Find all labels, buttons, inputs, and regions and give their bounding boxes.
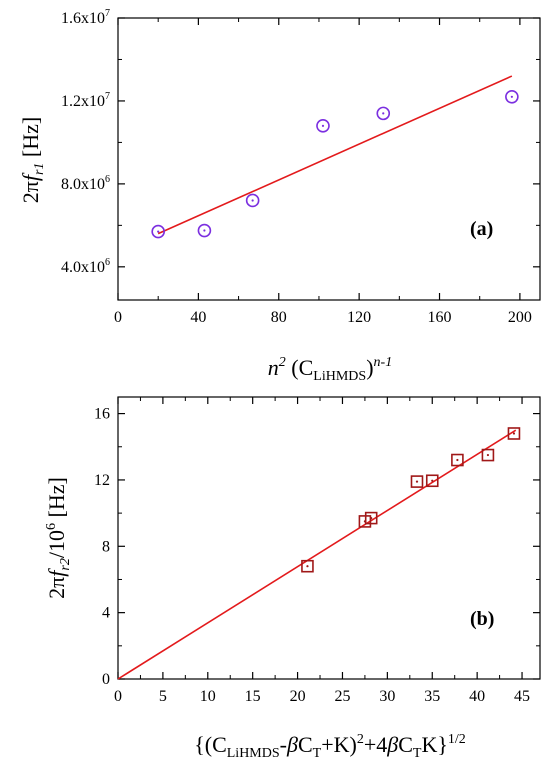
data-point bbox=[364, 511, 378, 525]
panel-b-fit-line bbox=[117, 429, 517, 680]
data-point bbox=[197, 223, 212, 238]
panel-a-tag: (a) bbox=[470, 218, 493, 240]
panel-a-fit-line bbox=[157, 75, 513, 235]
x-tick-label: 200 bbox=[508, 309, 532, 326]
panel-b-x-axis-title: {(CLiHMDS-βCT+K)2+4βCTK}1/2 bbox=[194, 732, 466, 761]
y-tick-label: 8 bbox=[102, 538, 110, 555]
x-tick-label: 10 bbox=[200, 688, 216, 705]
x-tick-label: 35 bbox=[424, 688, 440, 705]
panel-b-ticks bbox=[117, 397, 540, 680]
panel-b: 0 4 8 12 16 0 5 10 15 20 25 30 35 40 45 (b) 2πfr2/106… bbox=[44, 396, 541, 761]
data-point bbox=[245, 193, 260, 208]
data-point bbox=[410, 475, 424, 488]
x-tick-label: 15 bbox=[245, 688, 261, 705]
y-tick-label: 16 bbox=[94, 406, 110, 423]
data-point bbox=[316, 119, 330, 133]
panel-b-frame bbox=[117, 396, 541, 680]
x-tick-label: 120 bbox=[347, 309, 371, 326]
panel-a-data-points bbox=[151, 89, 519, 239]
data-point bbox=[376, 106, 391, 121]
y-tick-label: 0 bbox=[102, 671, 110, 688]
x-tick-label: 25 bbox=[334, 688, 350, 705]
data-point bbox=[301, 559, 314, 573]
x-tick-label: 45 bbox=[514, 688, 530, 705]
panel-a-x-axis-title: n2 (CLiHMDS)n-1 bbox=[268, 355, 392, 384]
x-tick-label: 40 bbox=[469, 688, 485, 705]
panel-a-y-tick-labels: 4.0x106 8.0x106 1.2x107 1.6x107 bbox=[61, 8, 110, 276]
x-tick-label: 30 bbox=[379, 688, 395, 705]
data-point bbox=[151, 224, 165, 239]
data-point bbox=[425, 474, 439, 488]
x-tick-label: 80 bbox=[271, 309, 287, 326]
panel-a-y-axis-title: 2πfr1 [Hz] bbox=[18, 117, 47, 204]
x-tick-label: 5 bbox=[159, 688, 167, 705]
data-point bbox=[505, 89, 519, 104]
panel-b-y-axis-title: 2πfr2/106 [Hz] bbox=[44, 477, 73, 599]
y-tick-label: 1.6x107 bbox=[61, 8, 110, 27]
data-point bbox=[451, 453, 464, 467]
x-tick-label: 0 bbox=[114, 309, 122, 326]
y-tick-label: 4 bbox=[102, 605, 110, 622]
panel-a-frame bbox=[117, 17, 541, 301]
y-tick-label: 12 bbox=[94, 472, 110, 489]
x-tick-label: 0 bbox=[114, 688, 122, 705]
x-tick-label: 20 bbox=[290, 688, 306, 705]
y-tick-label: 4.0x106 bbox=[61, 257, 110, 276]
x-tick-label: 40 bbox=[190, 309, 206, 326]
panel-b-data-points bbox=[301, 427, 521, 573]
data-point bbox=[481, 448, 495, 462]
panel-a: 4.0x106 8.0x106 1.2x107 1.6x107 0 40 80 120 160… bbox=[18, 8, 541, 384]
data-point bbox=[507, 427, 521, 440]
x-tick-label: 160 bbox=[428, 309, 452, 326]
panel-a-ticks bbox=[117, 17, 540, 300]
panel-a-x-tick-labels: 0 40 80 120 160 200 bbox=[114, 309, 532, 326]
y-tick-label: 1.2x107 bbox=[61, 91, 110, 110]
panel-b-x-tick-labels: 0 5 10 15 20 25 30 35 40 45 bbox=[114, 688, 530, 705]
y-tick-label: 8.0x106 bbox=[61, 174, 110, 193]
panel-b-y-tick-labels: 0 4 8 12 16 bbox=[94, 406, 110, 688]
panel-b-tag: (b) bbox=[470, 608, 494, 630]
